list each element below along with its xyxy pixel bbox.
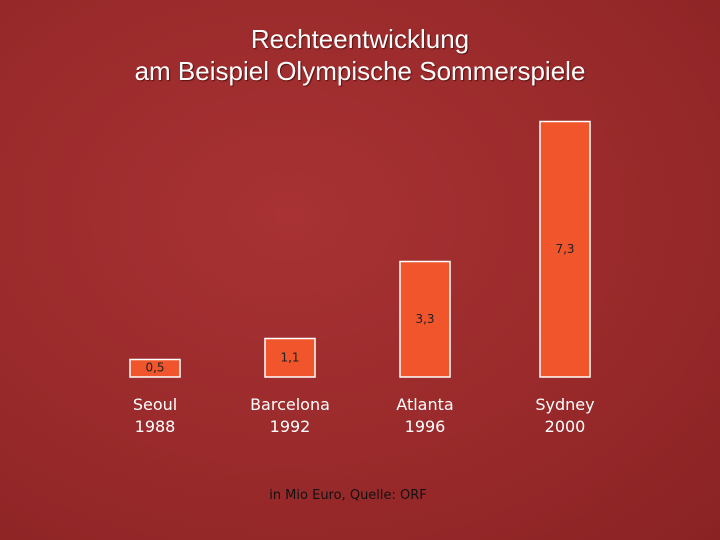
x-tick-label: Seoul 1988 [132,395,178,436]
value-label: 0,5 [145,361,164,375]
bar [129,358,181,378]
bar [264,337,316,378]
value-label: 3,3 [415,312,434,326]
x-tick-label: Barcelona 1992 [250,395,330,436]
value-label: 1,1 [280,350,299,364]
bar [539,120,591,378]
x-tick-label: Atlanta 1996 [396,395,454,436]
annotation: in Mio Euro, Quelle: ORF [269,488,427,503]
chart-subtitle: am Beispiel Olympische Sommerspiele [134,56,586,86]
x-tick-label: Sydney 2000 [535,395,595,436]
chart-title: Rechteentwicklung [250,24,470,54]
value-label: 7,3 [555,242,574,256]
bar [399,260,451,378]
